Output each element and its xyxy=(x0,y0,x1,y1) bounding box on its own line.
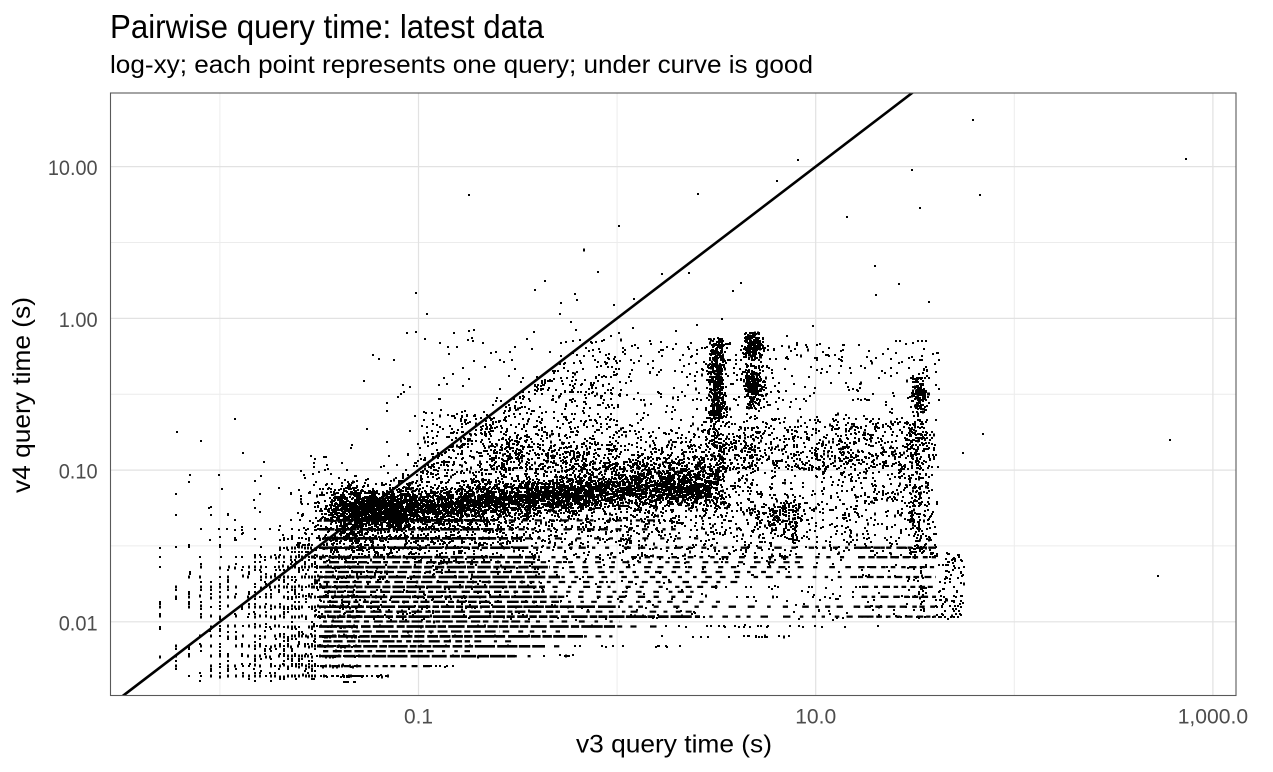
svg-text:1.00: 1.00 xyxy=(59,308,98,332)
svg-text:v3 query time (s): v3 query time (s) xyxy=(576,731,772,759)
svg-text:log-xy; each point represents: log-xy; each point represents one query;… xyxy=(110,51,813,79)
svg-text:0.10: 0.10 xyxy=(59,460,98,484)
svg-text:10.0: 10.0 xyxy=(795,705,836,729)
svg-text:1,000.0: 1,000.0 xyxy=(1178,705,1248,729)
svg-text:0.01: 0.01 xyxy=(59,611,98,635)
svg-text:10.00: 10.00 xyxy=(48,156,98,180)
svg-text:0.1: 0.1 xyxy=(404,705,433,729)
svg-text:v4 query time (s): v4 query time (s) xyxy=(8,297,36,493)
svg-text:Pairwise query time: latest da: Pairwise query time: latest data xyxy=(110,8,545,45)
